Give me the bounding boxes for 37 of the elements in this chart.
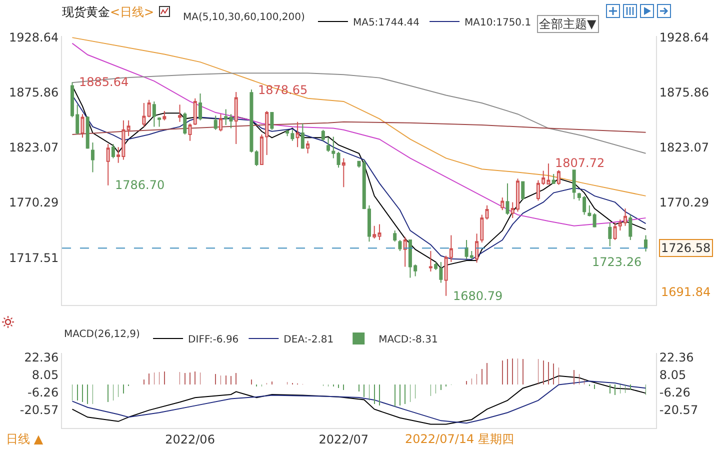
y-tick-label: -20.57 xyxy=(20,402,59,417)
y2-tick-label: 1928.64 xyxy=(659,30,710,45)
legend-label: MA10:1750.1 xyxy=(464,17,532,28)
legend-title: MA(5,10,30,60,100,200) xyxy=(183,12,305,23)
legend-label: MA5:1744.44 xyxy=(352,17,420,28)
y-tick-label: 1717.51 xyxy=(8,250,59,265)
x-tick-label: 2022/07 xyxy=(318,432,369,446)
y-tick-label: 1823.07 xyxy=(8,140,59,155)
text: 日线 ▲ xyxy=(6,432,44,446)
y2-tick-label: 1875.86 xyxy=(659,86,710,100)
y2-tick-label: 1823.07 xyxy=(659,140,710,155)
annotation: 1723.26 xyxy=(592,255,642,269)
annotation: 1680.79 xyxy=(453,289,503,303)
x-tick-label: 2022/06 xyxy=(165,432,215,446)
y-tick-label: 1928.64 xyxy=(8,30,59,45)
ref-line-label: 1726.58 xyxy=(661,241,711,255)
annotation: 1885.64 xyxy=(79,75,129,89)
y-tick-label: 22.36 xyxy=(24,350,59,365)
y-tick-label: 1770.29 xyxy=(8,196,59,210)
y2-tick-label: 1770.29 xyxy=(659,196,710,210)
chart-subtitle: <日线> xyxy=(110,5,154,20)
text: 全部主题▼ xyxy=(539,17,597,31)
y2-tick-label: -20.57 xyxy=(659,402,698,417)
legend-title: MACD(26,12,9) xyxy=(64,329,140,340)
y2-tick-label: 8.05 xyxy=(659,368,686,382)
legend-label: DEA:-2.81 xyxy=(284,334,334,346)
y-tick-label: -6.26 xyxy=(28,386,59,400)
y2-tick-label: -6.26 xyxy=(659,386,690,400)
y2-tick-label: 22.36 xyxy=(659,350,694,365)
legend-label: MACD:-8.31 xyxy=(378,334,438,346)
legend-label: DIFF:-6.96 xyxy=(188,334,239,346)
text: 1691.84 xyxy=(661,285,711,299)
y-tick-label: 8.05 xyxy=(32,368,59,382)
text: 2022/07/14 星期四 xyxy=(405,432,514,446)
annotation: 1807.72 xyxy=(555,156,605,170)
annotation: 1786.70 xyxy=(115,178,165,192)
y-tick-label: 1875.86 xyxy=(8,86,59,100)
